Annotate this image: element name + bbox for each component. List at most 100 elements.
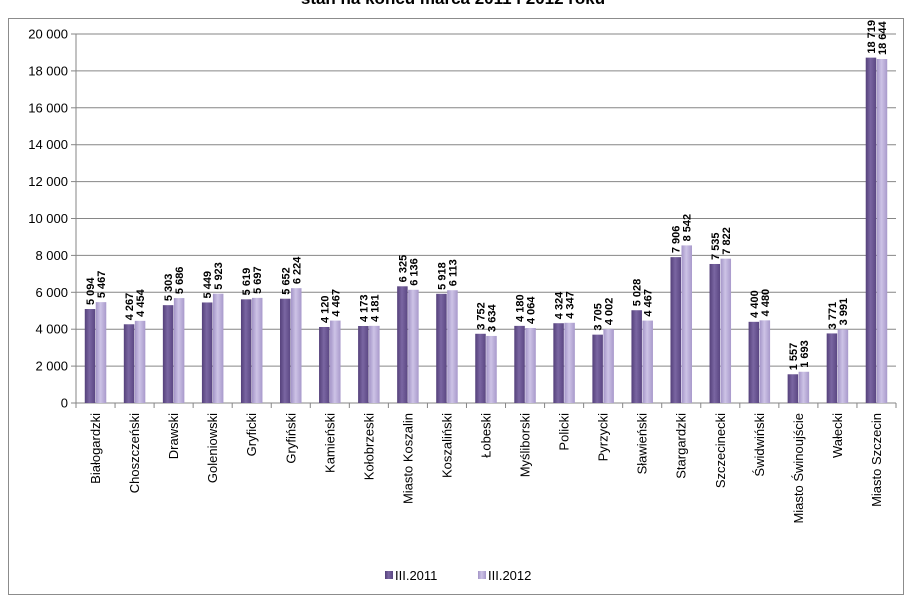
y-tick-label: 4 000 bbox=[35, 322, 68, 337]
data-label: 18 644 bbox=[877, 20, 889, 55]
x-tick-label: Gryficki bbox=[244, 413, 259, 456]
bar-III.2011 bbox=[475, 333, 486, 403]
bar-III.2011 bbox=[514, 325, 525, 403]
x-tick-label: Miasto Szczecin bbox=[869, 413, 884, 507]
x-tick-label: Łobeski bbox=[479, 413, 494, 458]
bar-III.2012 bbox=[759, 320, 771, 403]
data-label: 4 467 bbox=[643, 289, 655, 317]
data-label: 3 991 bbox=[838, 298, 850, 326]
bar-III.2012 bbox=[642, 320, 653, 403]
data-label: 4 180 bbox=[515, 294, 527, 322]
bar-III.2012 bbox=[330, 320, 341, 403]
bar-III.2012 bbox=[408, 289, 419, 403]
x-tick-label: Wałecki bbox=[830, 413, 845, 458]
data-label: 4 347 bbox=[565, 291, 577, 319]
bar-III.2012 bbox=[134, 320, 146, 403]
data-label: 3 634 bbox=[487, 304, 499, 332]
data-label: 7 822 bbox=[721, 227, 733, 255]
data-label: 5 697 bbox=[252, 266, 264, 294]
bar-III.2011 bbox=[397, 286, 408, 403]
bar-III.2011 bbox=[865, 57, 877, 403]
bar-III.2011 bbox=[631, 310, 642, 403]
data-label: 6 136 bbox=[408, 258, 420, 286]
y-tick-label: 6 000 bbox=[35, 285, 68, 300]
bar-III.2011 bbox=[670, 257, 681, 403]
x-tick-label: Gryfiński bbox=[283, 413, 298, 464]
bar-III.2012 bbox=[798, 371, 810, 403]
y-tick-label: 0 bbox=[61, 396, 68, 411]
bar-III.2011 bbox=[319, 326, 330, 403]
bar-III.2012 bbox=[212, 293, 224, 403]
x-tick-label: Goleniowski bbox=[205, 413, 220, 483]
label-layer: 5 094 5 467 Białogardzki 4 267 4 454 Choszcze… bbox=[85, 20, 889, 524]
bar-III.2012 bbox=[291, 288, 302, 403]
data-label: 4 454 bbox=[135, 288, 147, 316]
data-label: 5 619 bbox=[241, 268, 253, 296]
x-tick-label: Miasto Świnoujście bbox=[791, 413, 806, 524]
chart-title: stan na końcu marca 2011 i 2012 roku bbox=[0, 0, 906, 9]
legend-label: III.2011 bbox=[395, 568, 437, 583]
data-label: 4 181 bbox=[369, 294, 381, 322]
bar-III.2011 bbox=[826, 333, 838, 403]
data-label: 5 303 bbox=[163, 274, 175, 302]
x-tick-label: Policki bbox=[557, 413, 572, 451]
data-label: 5 918 bbox=[436, 262, 448, 290]
legend-label: III.2012 bbox=[488, 568, 531, 583]
bar-III.2011 bbox=[162, 305, 174, 403]
data-label: 5 686 bbox=[174, 267, 186, 295]
data-label: 4 324 bbox=[554, 291, 566, 319]
bar-III.2012 bbox=[564, 322, 575, 403]
bar-III.2012 bbox=[369, 325, 380, 403]
x-tick-label: Białogardzki bbox=[88, 413, 103, 484]
data-label: 5 028 bbox=[632, 279, 644, 307]
y-tick-label: 20 000 bbox=[28, 27, 68, 42]
bar-III.2012 bbox=[95, 302, 107, 403]
bar-III.2011 bbox=[201, 302, 213, 403]
bar-III.2011 bbox=[84, 309, 96, 403]
data-label: 7 535 bbox=[710, 232, 722, 260]
y-tick-label: 18 000 bbox=[28, 63, 68, 78]
data-label: 6 325 bbox=[397, 255, 409, 283]
data-label: 8 542 bbox=[682, 214, 694, 242]
bar-layer bbox=[84, 57, 888, 404]
x-tick-label: Koszaliński bbox=[439, 413, 454, 478]
data-label: 6 113 bbox=[447, 259, 459, 286]
data-label: 5 094 bbox=[85, 277, 97, 305]
bar-III.2011 bbox=[553, 323, 564, 403]
bar-III.2012 bbox=[525, 328, 536, 403]
x-tick-label: Pyrzycki bbox=[596, 413, 611, 462]
bar-III.2011 bbox=[358, 326, 369, 403]
x-tick-label: Świdwiński bbox=[752, 413, 767, 477]
x-tick-label: Choszczeński bbox=[127, 413, 142, 493]
bar-III.2011 bbox=[592, 334, 603, 403]
data-label: 4 267 bbox=[124, 293, 136, 321]
data-label: 1 693 bbox=[799, 340, 811, 368]
legend-swatch bbox=[385, 571, 393, 579]
bar-III.2011 bbox=[240, 299, 252, 403]
data-label: 5 449 bbox=[202, 271, 214, 299]
x-tick-label: Drawski bbox=[166, 413, 181, 459]
data-label: 5 652 bbox=[280, 267, 292, 295]
data-label: 4 002 bbox=[604, 298, 616, 326]
bar-III.2012 bbox=[447, 290, 458, 403]
bar-III.2012 bbox=[251, 297, 263, 403]
y-tick-label: 2 000 bbox=[35, 359, 68, 374]
legend: III.2011 III.2012 bbox=[385, 568, 531, 583]
x-tick-label: Szczecinecki bbox=[713, 413, 728, 488]
x-tick-label: Stargardzki bbox=[674, 413, 689, 479]
bar-III.2012 bbox=[603, 329, 614, 403]
x-tick-label: Kołobrzeski bbox=[361, 413, 376, 480]
bar-III.2011 bbox=[123, 324, 135, 403]
y-tick-label: 12 000 bbox=[28, 174, 68, 189]
data-label: 5 923 bbox=[213, 262, 225, 290]
x-tick-label: Myśliborski bbox=[518, 413, 533, 477]
data-label: 6 224 bbox=[291, 256, 303, 284]
data-label: 4 467 bbox=[330, 289, 342, 317]
grid-layer bbox=[76, 33, 896, 367]
y-tick-label: 14 000 bbox=[28, 137, 68, 152]
x-tick-label: Sławieński bbox=[635, 413, 650, 475]
y-tick-label: 8 000 bbox=[35, 248, 68, 263]
data-label: 18 719 bbox=[866, 20, 878, 54]
bar-III.2011 bbox=[436, 293, 447, 403]
